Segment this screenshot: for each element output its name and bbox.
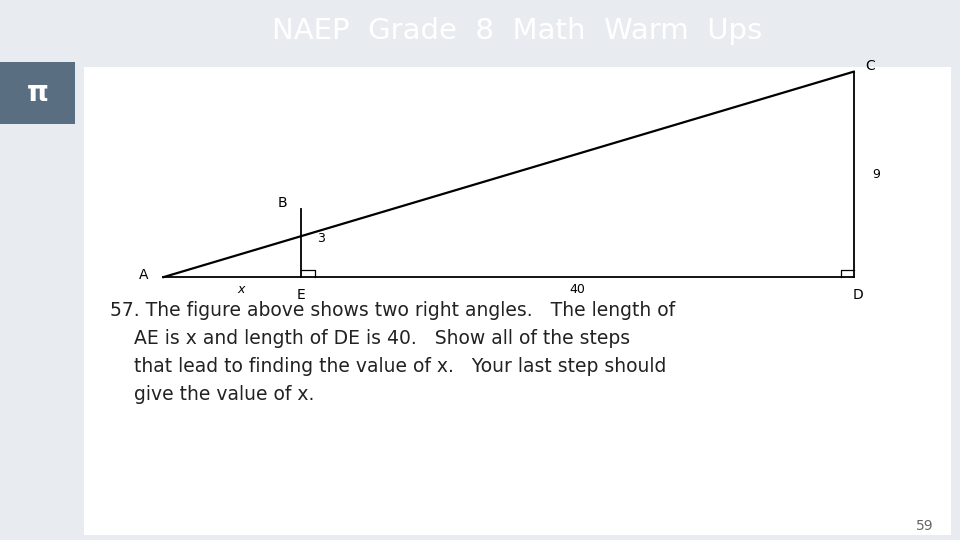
Text: 57. The figure above shows two right angles.   The length of
    AE is x and len: 57. The figure above shows two right ang…	[110, 301, 676, 404]
Text: E: E	[297, 288, 306, 302]
Text: 9: 9	[872, 168, 880, 181]
Text: x: x	[237, 282, 245, 295]
FancyBboxPatch shape	[84, 67, 951, 535]
Text: D: D	[852, 288, 864, 302]
Text: NAEP  Grade  8  Math  Warm  Ups: NAEP Grade 8 Math Warm Ups	[273, 17, 762, 45]
Text: 40: 40	[569, 282, 586, 295]
Text: 3: 3	[317, 232, 324, 245]
Text: B: B	[277, 196, 287, 210]
Text: 59: 59	[916, 519, 933, 533]
Text: C: C	[865, 59, 875, 73]
FancyBboxPatch shape	[0, 62, 75, 124]
Text: π: π	[27, 79, 48, 107]
Text: A: A	[139, 268, 149, 282]
